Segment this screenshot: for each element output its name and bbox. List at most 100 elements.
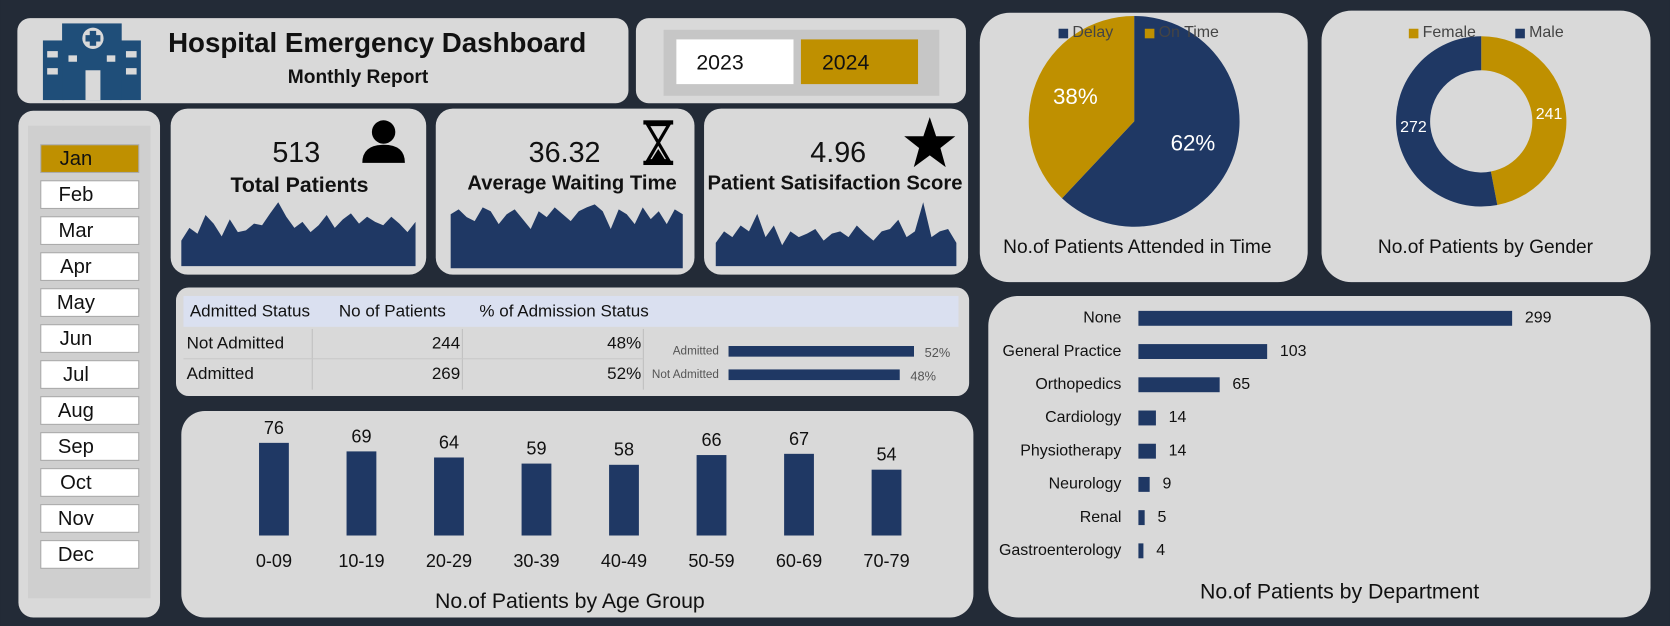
bar [1138,543,1144,559]
month-label[interactable]: Dec [58,544,94,566]
month-label[interactable]: Jul [63,364,89,386]
year-button-selected[interactable] [800,39,919,85]
month-label[interactable]: Jan [60,148,93,170]
value-label: 64 [439,432,459,452]
chart-title: No.of Patients by Department [1200,580,1479,604]
month-button[interactable] [40,396,140,425]
value-label: 14 [1169,442,1187,459]
month-button[interactable] [40,360,140,389]
month-button[interactable] [40,432,140,461]
month-button[interactable] [40,288,140,317]
person-icon [362,120,405,163]
pie-slice [1028,15,1135,199]
month-label[interactable]: Apr [60,256,92,278]
bar [871,469,902,536]
month-button[interactable] [40,252,140,281]
month-button[interactable] [40,540,140,569]
value-label: 65 [1232,376,1250,393]
pie-slice [1396,36,1498,207]
age-panel [181,410,974,618]
bar [728,346,914,357]
sparkline-area [181,202,416,267]
table-cell: 48% [607,333,641,352]
value-label: 48% [910,368,936,383]
month-label[interactable]: Jun [60,328,93,350]
x-tick-label: 0-09 [256,551,292,571]
header-panel [17,18,629,104]
month-button-selected[interactable] [40,144,140,174]
table-header-cell: % of Admission Status [479,301,648,320]
chart-title: No.of Patients Attended in Time [1003,237,1271,258]
x-tick-label: 10-19 [338,551,384,571]
legend-label: On Time [1159,24,1219,41]
value-label: 59 [526,439,546,459]
month-label[interactable]: Aug [58,400,94,422]
bar [1138,310,1513,326]
month-label[interactable]: Sep [58,436,94,458]
bar [259,442,289,536]
slice-label: 272 [1400,119,1427,136]
month-button[interactable] [40,504,140,533]
month-label[interactable]: Oct [60,472,92,494]
legend-swatch [1058,28,1069,39]
y-tick-label: General Practice [1003,343,1122,360]
chart-title: No.of Patients by Age Group [435,589,705,613]
chart-title: No.of Patients by Gender [1378,237,1594,258]
dashboard-title: Hospital Emergency Dashboard [168,27,586,58]
kpi-label: Patient Satisifaction Score [707,173,962,195]
bar [1138,476,1150,492]
value-label: 76 [264,418,284,438]
department-panel [988,295,1651,618]
value-label: 5 [1157,509,1166,526]
legend-label: Female [1423,24,1476,41]
hourglass-icon [643,120,674,166]
bar [1138,510,1145,526]
slice-label: 241 [1536,106,1563,123]
slice-label: 62% [1171,131,1216,156]
table-cell: Not Admitted [187,333,284,352]
month-button[interactable] [40,324,140,353]
y-tick-label: Not Admitted [652,368,719,381]
x-tick-label: 60-69 [776,551,822,571]
y-tick-label: Neurology [1049,476,1122,493]
month-button[interactable] [40,180,140,209]
value-label: 58 [614,440,634,460]
y-tick-label: Orthopedics [1035,376,1121,393]
value-label: 4 [1156,542,1165,559]
y-tick-label: Physiotherapy [1020,442,1121,459]
table-header-cell: No of Patients [339,301,446,320]
bar [728,369,900,381]
hospital-icon [42,23,141,101]
table-header [183,295,959,327]
gender-panel [1321,10,1651,283]
month-button[interactable] [40,468,140,497]
value-label: 54 [876,445,896,465]
kpi-value: 513 [272,137,320,169]
table-header-cell: Admitted Status [190,301,310,320]
value-label: 14 [1169,409,1187,426]
bar [1138,410,1156,426]
month-label[interactable]: Mar [59,220,94,242]
month-label[interactable]: Nov [58,508,95,530]
value-label: 69 [351,426,371,446]
month-label[interactable]: May [57,292,96,314]
y-tick-label: None [1083,310,1121,327]
value-label: 67 [789,429,809,449]
year-button[interactable] [676,39,794,85]
year-label[interactable]: 2024 [822,51,870,75]
bar [434,457,464,536]
slice-label: 38% [1053,84,1098,109]
month-button[interactable] [40,216,140,245]
sparkline-area [450,204,683,269]
year-label[interactable]: 2023 [696,51,743,75]
legend-label: Delay [1072,24,1113,41]
x-tick-label: 50-59 [688,551,734,571]
dashboard-subtitle: Monthly Report [288,67,429,88]
month-label[interactable]: Feb [58,184,93,206]
value-label: 103 [1280,343,1307,360]
value-label: 9 [1162,476,1171,493]
x-tick-label: 70-79 [863,551,909,571]
table-cell: 269 [432,364,460,383]
